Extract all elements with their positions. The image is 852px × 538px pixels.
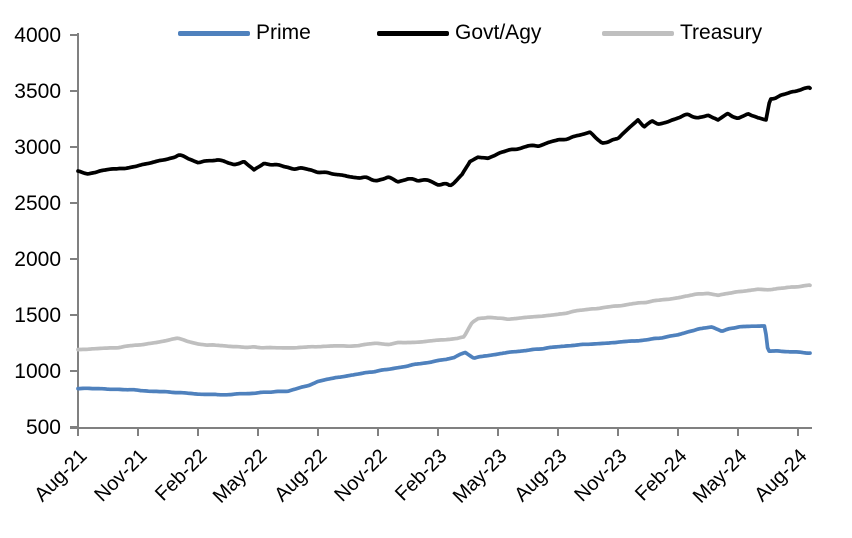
legend-label-treasury: Treasury xyxy=(680,21,763,44)
x-tick-label: Aug-22 xyxy=(270,445,331,506)
x-tick-label: Feb-23 xyxy=(391,445,451,505)
y-tick-label: 2500 xyxy=(14,192,61,215)
prime-line-swatch xyxy=(178,30,250,36)
x-tick-label: Feb-24 xyxy=(631,445,691,505)
x-tick-label: May-24 xyxy=(689,445,752,508)
x-tick-label: Aug-21 xyxy=(30,445,91,506)
legend-item-treasury: Treasury xyxy=(602,21,762,45)
x-tick-label: Nov-22 xyxy=(330,445,391,506)
x-tick-label: May-23 xyxy=(449,445,512,508)
series-line-prime xyxy=(76,324,812,397)
treasury-line-swatch xyxy=(602,30,674,36)
series-line-treasury xyxy=(76,283,812,352)
legend-item-prime: Prime xyxy=(178,21,311,45)
govt-agy-line-swatch xyxy=(377,30,449,36)
legend-label-prime: Prime xyxy=(256,21,311,44)
series-line-govt-agy xyxy=(76,85,812,188)
x-tick-label: Nov-21 xyxy=(90,445,151,506)
y-tick-label: 3000 xyxy=(14,136,61,159)
x-tick-label: May-22 xyxy=(209,445,272,508)
y-tick-label: 500 xyxy=(26,416,61,439)
y-tick-label: 2000 xyxy=(14,248,61,271)
x-tick-label: Feb-22 xyxy=(151,445,211,505)
legend-item-govt-agy: Govt/Agy xyxy=(377,21,541,45)
y-tick-label: 3500 xyxy=(14,80,61,103)
x-tick-label: Aug-24 xyxy=(750,445,811,506)
x-tick-label: Aug-23 xyxy=(510,445,571,506)
y-tick-label: 1500 xyxy=(14,304,61,327)
x-tick-label: Nov-23 xyxy=(570,445,631,506)
y-tick-label: 1000 xyxy=(14,360,61,383)
y-tick-label: 4000 xyxy=(14,24,61,47)
legend-label-govt-agy: Govt/Agy xyxy=(455,21,542,44)
